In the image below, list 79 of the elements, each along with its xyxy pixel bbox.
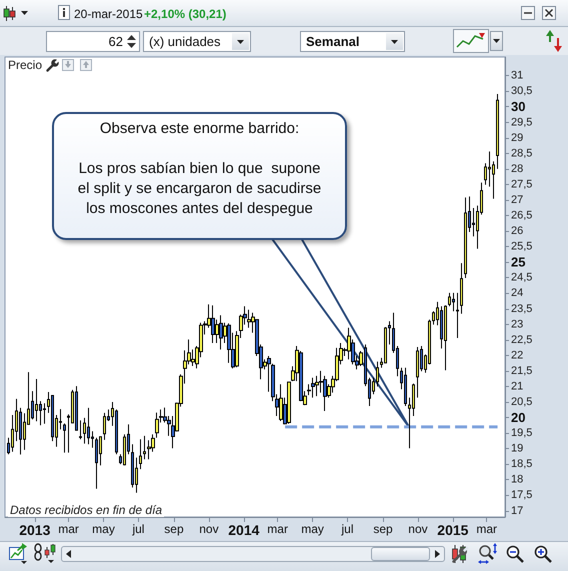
- y-tick-label: 25,5: [511, 240, 532, 253]
- x-tick-label: 2013: [19, 522, 51, 538]
- y-tick-label: 28,5: [511, 147, 532, 160]
- annotation: Precio: [7, 58, 44, 72]
- x-tick-label: may: [301, 522, 324, 536]
- y-tick-label: 20,5: [511, 396, 532, 408]
- candlestick: [452, 292, 455, 312]
- dropdown: (x) unidades: [143, 31, 251, 52]
- y-tick-label: 23: [511, 318, 524, 330]
- candlestick: [103, 412, 106, 440]
- y-tick-label: 19: [511, 442, 524, 455]
- candlestick: [155, 412, 159, 438]
- candlestick: [287, 382, 291, 424]
- x-tick-label: may: [92, 522, 115, 536]
- candlestick: [63, 422, 66, 454]
- candlestick: [460, 262, 463, 314]
- candlestick: [95, 437, 98, 490]
- candlestick: [219, 314, 223, 350]
- chart-title: 20-mar-2015: [74, 7, 143, 21]
- x-tick-label: sep: [373, 522, 393, 536]
- y-tick-label: 29,5: [511, 116, 532, 128]
- y-tick-label: 24: [511, 287, 524, 300]
- candlestick: [87, 407, 90, 445]
- number-field: 62: [46, 31, 140, 52]
- x-tick-label: nov: [408, 522, 428, 536]
- candlestick: [464, 196, 467, 278]
- candlestick: [79, 420, 82, 440]
- x-tick-label: jul: [131, 522, 144, 536]
- y-tick-label: 19,5: [511, 427, 532, 440]
- x-tick-label: jul: [340, 522, 354, 536]
- x-tick-label: 2015: [437, 522, 469, 538]
- candlestick: [315, 375, 319, 397]
- y-tick-label: 31: [511, 70, 524, 82]
- y-tick-label: 20: [511, 410, 526, 426]
- x-tick-label: nov: [199, 522, 219, 536]
- y-tick-label: 30: [511, 99, 526, 114]
- candlestick: [143, 435, 146, 460]
- annotation: Datos recibidos en fin de día: [8, 503, 164, 517]
- y-tick-label: 17: [511, 504, 524, 517]
- y-tick-label: 29: [511, 132, 524, 144]
- y-tick-label: 24,5: [511, 272, 532, 284]
- text: Observa este enorme barrido: Los pros sabían bien lo que supone el split y se encargaron de sacudirse los moscones antes del despegue: [78, 120, 322, 217]
- y-tick-label: 21: [511, 380, 524, 392]
- candlestick: [247, 309, 251, 328]
- candlestick: [448, 292, 451, 307]
- y-tick-label: 18: [511, 474, 524, 486]
- y-tick-label: 22: [511, 349, 524, 362]
- y-tick-label: 27: [511, 194, 524, 206]
- y-tick-label: 26,5: [511, 210, 532, 222]
- y-tick-label: 26: [511, 225, 524, 238]
- candlestick: [43, 402, 46, 424]
- candlestick: [139, 438, 142, 470]
- y-tick-label: 28: [511, 162, 524, 175]
- y-tick-label: 21,5: [511, 364, 532, 377]
- y-tick-label: 27,5: [511, 178, 532, 190]
- candlestick: [323, 375, 327, 412]
- candlestick: [416, 346, 419, 398]
- y-tick-label: 17,5: [511, 489, 532, 502]
- x-tick-label: sep: [164, 522, 184, 536]
- x-tick-label: mar: [58, 522, 79, 536]
- candlestick: [35, 378, 38, 422]
- chart-subtitle: +2,10% (30,21): [144, 7, 226, 21]
- y-tick-label: 23,5: [511, 302, 532, 315]
- x-tick-label: 2014: [228, 522, 260, 538]
- candlestick: [279, 384, 283, 422]
- candlestick: [444, 304, 447, 371]
- dropdown: Semanal: [300, 31, 405, 52]
- candlestick: [496, 93, 499, 170]
- candlestick: [211, 304, 215, 344]
- candlestick: [456, 292, 459, 338]
- y-tick-label: 30,5: [511, 85, 532, 98]
- x-tick-label: mar: [476, 522, 498, 536]
- candlestick: [75, 386, 78, 431]
- candlestick: [404, 367, 407, 407]
- y-tick-label: 25: [511, 254, 526, 270]
- x-tick-label: mar: [267, 522, 288, 536]
- y-tick-label: 22,5: [511, 334, 532, 346]
- candlestick: [311, 377, 315, 398]
- y-tick-label: 18,5: [511, 458, 532, 470]
